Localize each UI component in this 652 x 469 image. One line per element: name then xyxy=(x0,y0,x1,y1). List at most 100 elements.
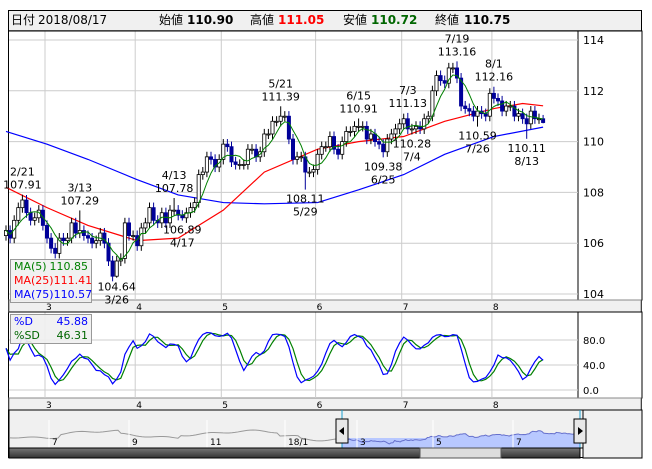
candle xyxy=(541,118,546,123)
date-axis-stochastic xyxy=(8,397,642,411)
candle xyxy=(225,143,230,148)
high-label: 高値 xyxy=(250,13,275,27)
stochastic-tick-label: 0.0 xyxy=(583,386,599,397)
candle xyxy=(237,164,242,166)
candle xyxy=(122,222,127,259)
close-label: 終値 xyxy=(435,13,460,27)
candle xyxy=(249,148,254,151)
candle xyxy=(450,67,455,70)
candle xyxy=(196,174,201,203)
month-label: 7 xyxy=(403,401,409,411)
candle xyxy=(377,141,382,145)
price-tick-label: 106 xyxy=(583,237,604,250)
price-tick-label: 114 xyxy=(583,34,604,47)
candle xyxy=(446,67,451,84)
candle xyxy=(106,242,111,262)
month-label: 8 xyxy=(493,303,499,313)
candle xyxy=(143,222,148,229)
low-annotation-value: 104.64 xyxy=(97,281,136,294)
candle xyxy=(65,237,70,242)
candle xyxy=(233,161,238,165)
candle xyxy=(520,113,525,120)
candle xyxy=(319,146,324,155)
candle xyxy=(348,131,353,133)
candle xyxy=(86,235,91,239)
candle xyxy=(98,232,103,242)
candle xyxy=(94,240,99,244)
candle xyxy=(385,138,390,153)
high-annotation-date: 6/15 xyxy=(346,89,371,102)
candle xyxy=(532,110,537,120)
candle xyxy=(16,207,21,221)
candle xyxy=(438,75,443,82)
candle xyxy=(282,115,287,118)
candle xyxy=(381,143,386,153)
month-label: 3 xyxy=(46,303,52,313)
navigator-label: 7 xyxy=(516,438,522,448)
high-annotation-date: 7/19 xyxy=(445,32,470,45)
candle xyxy=(139,227,144,247)
candle xyxy=(336,148,341,155)
candle xyxy=(245,148,250,165)
ma25-legend: MA(25) 111.41 xyxy=(14,274,93,287)
stochastic-legend: %D 45.88 %SD 46.31 xyxy=(10,314,92,344)
candle xyxy=(131,235,136,237)
candle xyxy=(372,133,377,142)
candle xyxy=(172,209,177,212)
candle xyxy=(487,92,492,117)
candle xyxy=(352,125,357,132)
low-annotation-date: 5/29 xyxy=(293,206,318,219)
triangle-left-icon xyxy=(339,427,344,435)
stochastic-tick-label: 80.0 xyxy=(583,336,605,347)
triangle-right-icon xyxy=(578,427,583,435)
candle xyxy=(274,120,279,123)
navigator-scrollbar[interactable] xyxy=(8,447,581,459)
low-annotation-value: 106.89 xyxy=(163,224,202,237)
close-value: 110.75 xyxy=(464,13,511,27)
candle xyxy=(45,225,50,239)
month-label: 4 xyxy=(136,303,142,313)
candle xyxy=(176,209,181,216)
low-annotation-date: 7/4 xyxy=(403,150,421,163)
high-annotation-value: 112.16 xyxy=(475,71,514,84)
month-label: 5 xyxy=(222,303,228,313)
low-annotation-date: 6/25 xyxy=(371,173,396,186)
candle xyxy=(323,146,328,149)
navigator-label: 11 xyxy=(210,438,221,448)
candle xyxy=(266,133,271,136)
navigator-scrollbar-thumb[interactable] xyxy=(419,447,502,459)
low-annotation-value: 110.59 xyxy=(458,130,497,143)
navigator-label: 7 xyxy=(52,438,58,448)
high-annotation-value: 110.91 xyxy=(339,102,378,115)
candle xyxy=(110,260,115,277)
ma5-line xyxy=(5,74,544,261)
high-annotation-value: 107.91 xyxy=(3,179,42,192)
candle xyxy=(262,133,267,153)
candle xyxy=(471,110,476,117)
candle xyxy=(426,115,431,120)
ma-legend: MA(5) 110.85 MA(25) 111.41 MA(75) 110.57 xyxy=(10,259,92,303)
d-legend: %D 45.88 xyxy=(14,315,88,328)
navigator-right-panel xyxy=(582,409,643,459)
navigator[interactable] xyxy=(8,409,643,459)
high-annotation-value: 107.78 xyxy=(155,182,194,195)
candle xyxy=(475,110,480,117)
candle xyxy=(340,141,345,155)
candle xyxy=(434,75,439,92)
low-annotation-date: 3/26 xyxy=(104,294,129,307)
candle xyxy=(32,217,37,221)
candle xyxy=(286,115,291,140)
candle xyxy=(290,138,295,160)
candle xyxy=(307,171,312,174)
candle xyxy=(360,125,365,128)
low-annotation-value: 108.11 xyxy=(286,193,325,206)
ma5-legend: MA(5) 110.85 xyxy=(14,260,88,273)
candle xyxy=(114,260,119,277)
candle xyxy=(221,143,226,160)
candle xyxy=(364,125,369,140)
candle xyxy=(397,123,402,130)
low-label: 安値 xyxy=(343,13,368,27)
month-label: 3 xyxy=(46,401,52,411)
candle xyxy=(192,202,197,209)
